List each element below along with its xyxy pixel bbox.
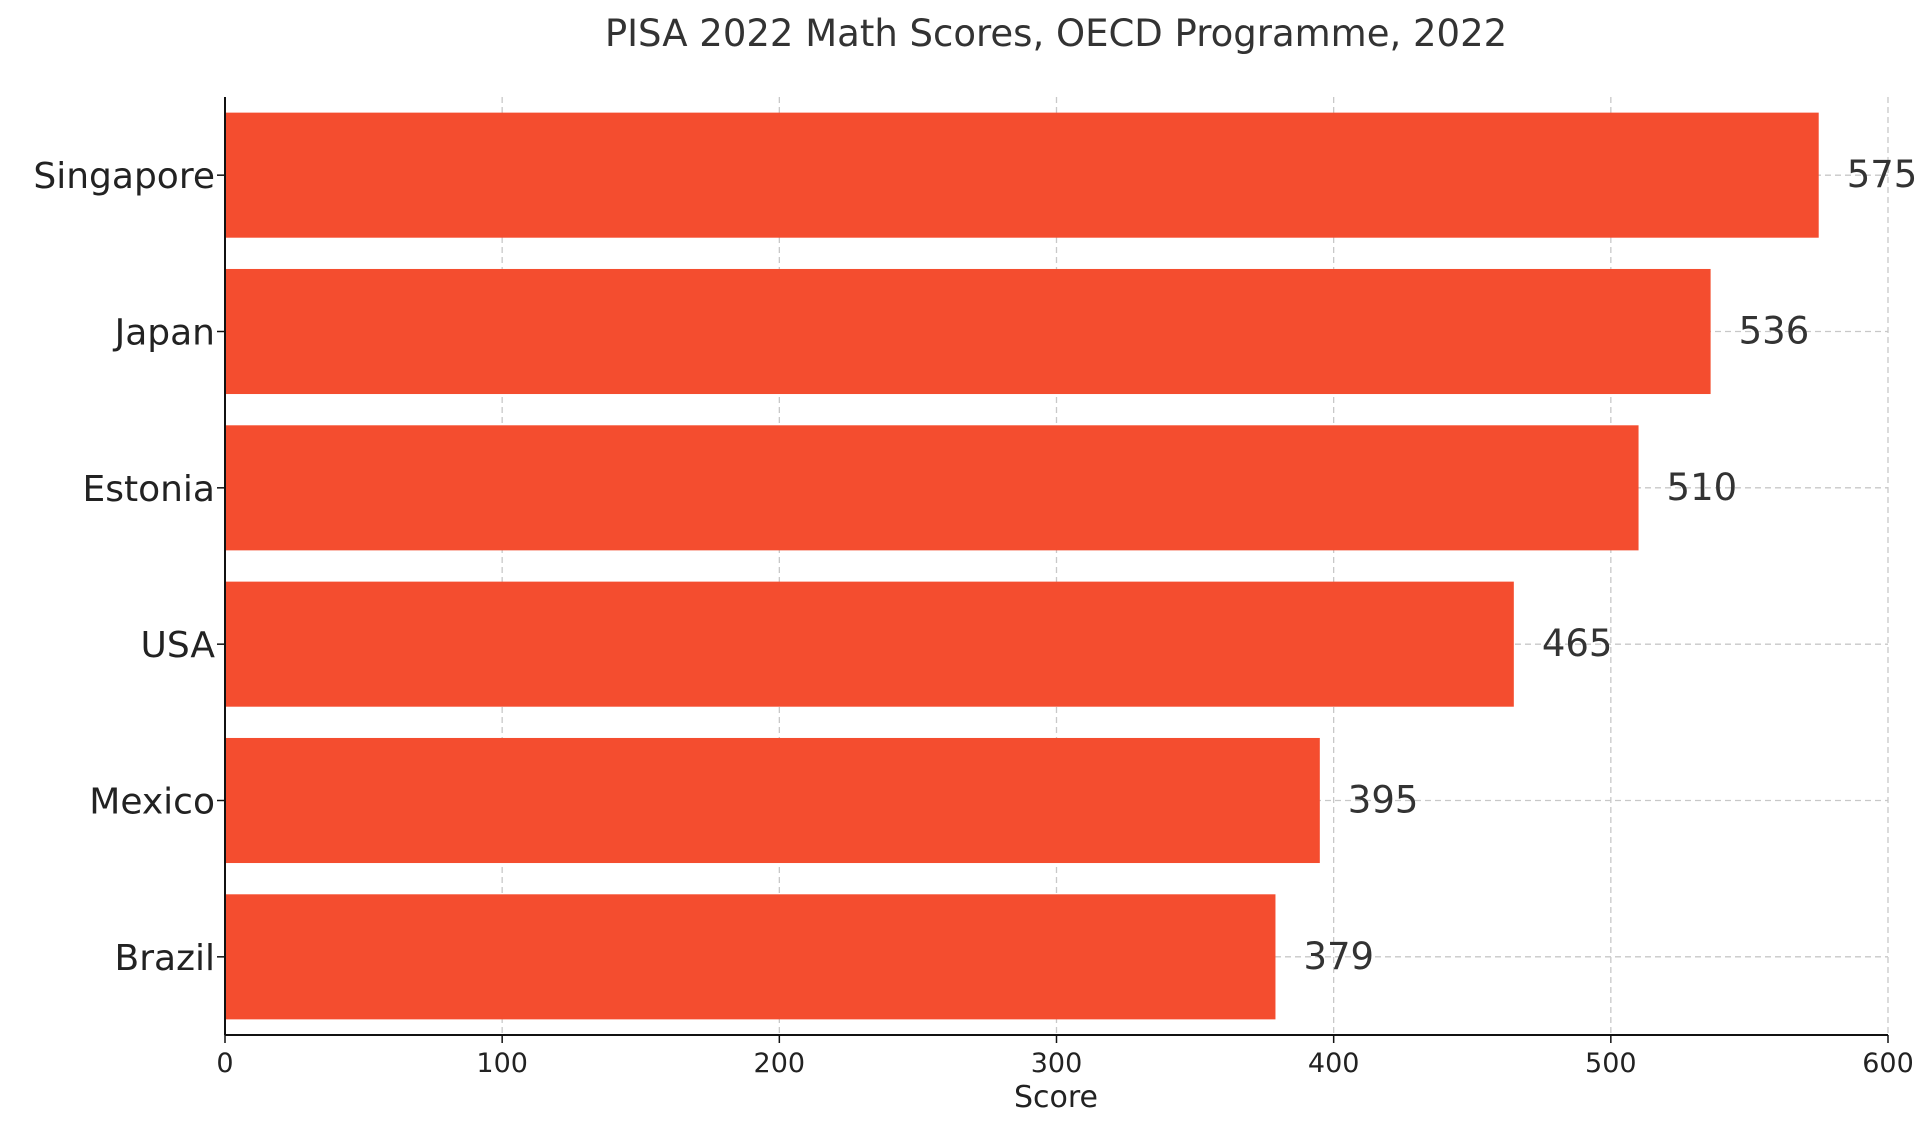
x-tick-label-4: 400 <box>1308 1048 1360 1079</box>
x-tick-label-3: 300 <box>1031 1048 1083 1079</box>
value-label-5: 379 <box>1303 935 1374 978</box>
x-tick-label-2: 200 <box>754 1048 806 1079</box>
bar-0 <box>225 112 1819 238</box>
value-label-3: 465 <box>1542 622 1613 665</box>
x-tick-label-6: 600 <box>1862 1048 1914 1079</box>
category-label-0: Singapore <box>33 156 215 197</box>
x-axis-title: Score <box>1014 1080 1098 1115</box>
category-label-2: Estonia <box>82 469 215 510</box>
category-label-5: Brazil <box>115 938 215 979</box>
axes <box>217 97 1889 1043</box>
x-tick-label-5: 500 <box>1585 1048 1637 1079</box>
category-label-1: Japan <box>113 313 215 354</box>
chart-title: PISA 2022 Math Scores, OECD Programme, 2… <box>605 12 1507 55</box>
labels: 575 Singapore 536 Japan 510 Estonia 465 USA 395 M… <box>33 153 1917 1079</box>
bars <box>225 112 1819 1020</box>
category-label-4: Mexico <box>89 782 215 823</box>
value-label-1: 536 <box>1739 310 1810 353</box>
category-label-3: USA <box>141 625 216 666</box>
bar-3 <box>225 581 1514 707</box>
bar-4 <box>225 737 1320 864</box>
value-label-2: 510 <box>1667 466 1738 509</box>
value-label-4: 395 <box>1348 779 1419 822</box>
bar-2 <box>225 425 1639 551</box>
x-tick-label-1: 100 <box>476 1048 528 1079</box>
bar-5 <box>225 894 1276 1020</box>
x-tick-label-0: 0 <box>216 1048 233 1079</box>
value-label-0: 575 <box>1847 153 1918 196</box>
bar-1 <box>225 268 1711 395</box>
